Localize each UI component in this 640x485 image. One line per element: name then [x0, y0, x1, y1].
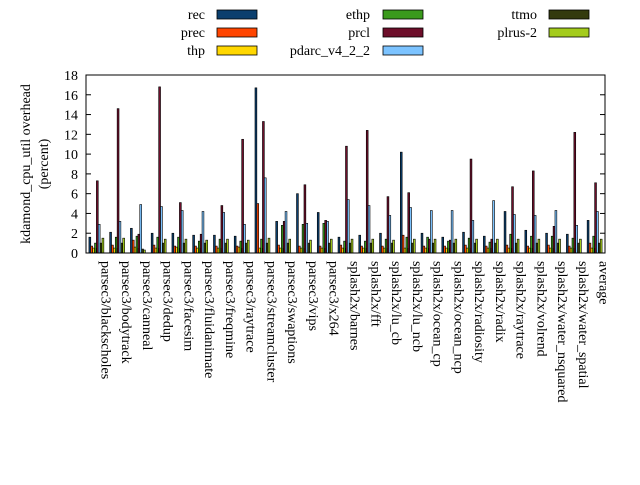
bar-plrus-2-splash2x-water_spatial — [579, 238, 582, 254]
bar-prec-parsec3-streamcluster — [256, 203, 260, 254]
y-tick-label: 6 — [71, 188, 78, 203]
y-tick-label: 10 — [64, 148, 78, 163]
x-tick-label: parsec3/streamcluster — [263, 261, 278, 383]
bar-plrus-2-parsec3-dedup — [163, 238, 167, 254]
legend-label: ttmo — [511, 8, 537, 23]
x-tick-label: parsec3/swaptions — [284, 261, 299, 364]
x-tick-label: splash2x/lu_cb — [388, 261, 403, 345]
x-tick-label: parsec3/vips — [305, 261, 320, 331]
legend-swatch-plrus-2 — [548, 27, 590, 38]
x-tick-label: parsec3/raytrace — [243, 261, 258, 353]
legend-label: plrus-2 — [497, 26, 537, 41]
legend-swatch-pdarc_v4_2_2 — [382, 45, 424, 56]
bar-plrus-2-splash2x-barnes — [350, 238, 354, 254]
bar-plrus-2-splash2x-raytrace — [516, 238, 520, 254]
bar-pdarc_v4_2_2-parsec3-streamcluster — [264, 177, 267, 254]
bar-plrus-2-average — [599, 238, 603, 254]
x-tick-label: parsec3/blackscholes — [97, 261, 112, 379]
x-tick-label: average — [596, 261, 611, 305]
bar-plrus-2-parsec3-facesim — [184, 238, 188, 254]
legend-label: thp — [187, 44, 205, 59]
legend-swatch-thp — [216, 45, 258, 56]
bar-plrus-2-splash2x-lu_ncb — [413, 238, 416, 254]
bar-pdarc_v4_2_2-parsec3-canneal — [139, 204, 142, 254]
x-tick-label: splash2x/radiosity — [471, 261, 486, 363]
x-tick-label: parsec3/freqmine — [222, 261, 237, 358]
bar-plrus-2-parsec3-streamcluster — [267, 237, 271, 254]
x-tick-label: splash2x/fft — [367, 261, 382, 327]
bar-plrus-2-splash2x-water_nsquared — [558, 238, 561, 254]
bar-plrus-2-parsec3-swaptions — [288, 238, 291, 254]
y-axis-label: kdamond_cpu_util overhead (percent) — [19, 84, 52, 244]
bar-plrus-2-parsec3-x264 — [330, 238, 333, 254]
x-axis: parsec3/blackscholes parsec3/bodytrack par… — [95, 248, 611, 403]
x-tick-label: splash2x/barnes — [347, 261, 362, 350]
legend-label: pdarc_v4_2_2 — [290, 44, 370, 59]
x-tick-label: parsec3/dedup — [160, 261, 175, 342]
legend-label: ethp — [346, 8, 370, 23]
x-tick-label: parsec3/x264 — [326, 261, 341, 336]
x-tick-label: parsec3/canneal — [139, 261, 154, 350]
bar-plrus-2-splash2x-ocean_cp — [433, 238, 437, 254]
bar-plrus-2-splash2x-volrend — [537, 238, 541, 254]
bar-plrus-2-parsec3-blackscholes — [101, 237, 105, 254]
x-tick-label: splash2x/lu_ncb — [409, 261, 424, 352]
x-tick-label: splash2x/radix — [492, 261, 507, 343]
y-axis-label-line: kdamond_cpu_util overhead — [19, 84, 34, 244]
y-tick-label: 12 — [64, 128, 78, 143]
x-tick-label: parsec3/bodytrack — [118, 261, 133, 364]
y-tick-label: 2 — [71, 227, 78, 242]
x-tick-label: splash2x/volrend — [533, 261, 548, 357]
y-tick-label: 4 — [71, 207, 78, 222]
legend-swatch-rec — [216, 9, 258, 20]
bars — [88, 86, 603, 254]
x-tick-label: splash2x/water_nsquared — [554, 261, 569, 403]
legend: rec prec thp ethp prcl pdarc_v4_2_2 ttmo plrus-… — [181, 8, 590, 59]
legend-label: prec — [181, 26, 205, 41]
bar-plrus-2-splash2x-radiosity — [475, 238, 478, 254]
legend-label: prcl — [348, 26, 370, 41]
y-axis: 0 2 4 6 8 10 12 14 16 18 — [64, 69, 605, 262]
x-tick-label: splash2x/raytrace — [513, 261, 528, 359]
y-tick-label: 14 — [64, 109, 78, 124]
y-axis-label-line: (percent) — [37, 138, 52, 189]
x-tick-label: parsec3/facesim — [180, 261, 195, 351]
bar-plrus-2-splash2x-lu_cb — [392, 239, 395, 254]
bar-plrus-2-parsec3-vips — [309, 239, 312, 254]
x-tick-label: splash2x/ocean_ncp — [450, 261, 465, 374]
bar-plrus-2-splash2x-radix — [496, 238, 499, 254]
bar-plrus-2-parsec3-raytrace — [247, 239, 250, 254]
legend-label: rec — [188, 8, 205, 23]
y-tick-label: 0 — [71, 247, 78, 262]
bar-plrus-2-splash2x-ocean_ncp — [454, 238, 458, 254]
x-tick-label: parsec3/fluidanimate — [201, 261, 216, 378]
bar-plrus-2-parsec3-freqmine — [226, 238, 229, 254]
x-tick-label: splash2x/water_spatial — [575, 261, 590, 389]
bar-rec-parsec3-vips — [296, 193, 299, 254]
x-tick-label: splash2x/ocean_cp — [430, 261, 445, 367]
legend-swatch-ethp — [382, 9, 424, 20]
bar-plrus-2-parsec3-bodytrack — [122, 237, 125, 254]
y-tick-label: 8 — [71, 168, 78, 183]
plot-frame — [85, 74, 606, 254]
bar-plrus-2-parsec3-fluidanimate — [205, 239, 208, 254]
legend-swatch-prec — [216, 27, 258, 38]
y-tick-label: 16 — [64, 89, 78, 104]
bar-plrus-2-splash2x-fft — [371, 238, 375, 254]
legend-swatch-ttmo — [548, 9, 590, 20]
legend-swatch-prcl — [382, 27, 424, 38]
y-tick-label: 18 — [64, 69, 78, 84]
